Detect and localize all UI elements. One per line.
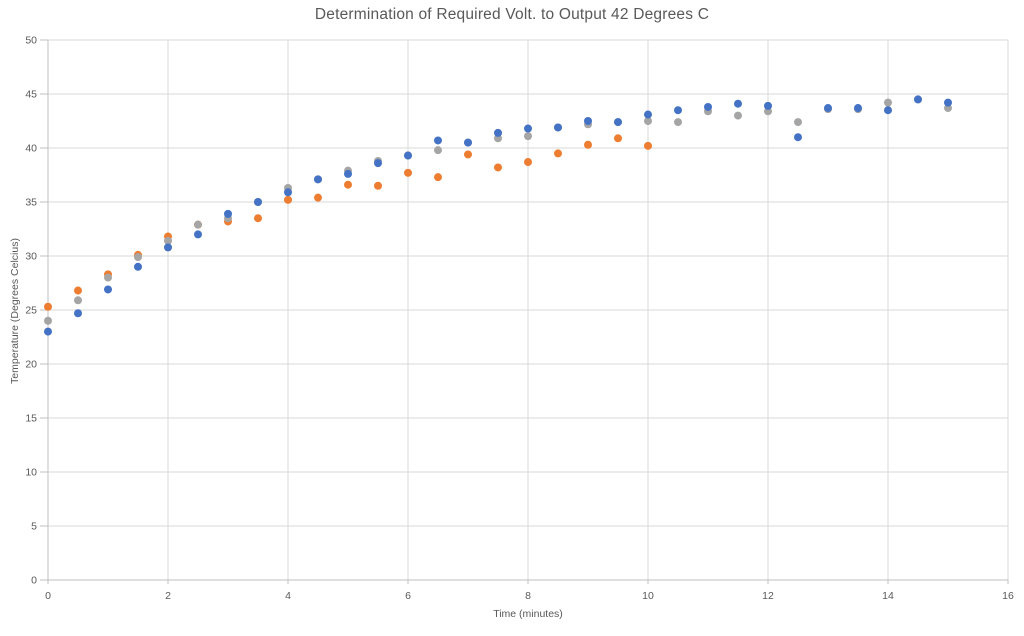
data-point-blue-series	[74, 309, 82, 318]
data-point-gray-series	[884, 98, 892, 107]
data-point-blue-series	[584, 117, 592, 125]
data-point-blue-series	[44, 327, 52, 336]
data-point-blue-series	[434, 136, 442, 145]
y-tick-label: 15	[25, 413, 37, 425]
x-tick-label: 2	[165, 590, 171, 602]
data-point-orange-series	[314, 193, 322, 202]
data-point-gray-series	[734, 111, 742, 120]
data-point-blue-series	[554, 123, 562, 132]
data-point-blue-series	[614, 118, 622, 127]
data-point-orange-series	[644, 141, 652, 150]
y-tick-label: 20	[25, 359, 37, 371]
x-tick-label: 6	[405, 590, 411, 602]
data-point-orange-series	[284, 195, 292, 204]
data-point-gray-series	[524, 132, 532, 141]
x-tick-label: 8	[525, 590, 531, 602]
y-tick-label: 25	[25, 305, 37, 317]
y-tick-label: 5	[31, 521, 37, 533]
data-point-blue-series	[134, 262, 142, 271]
data-point-gray-series	[434, 146, 442, 155]
data-point-blue-series	[374, 159, 382, 168]
data-point-orange-series	[554, 149, 562, 158]
chart-title: Determination of Required Volt. to Outpu…	[314, 6, 710, 23]
data-point-orange-series	[254, 214, 262, 223]
data-point-orange-series	[464, 150, 472, 159]
data-point-gray-series	[794, 118, 802, 127]
y-axis-title: Temperature (Degrees Celcius)	[9, 238, 21, 384]
data-point-orange-series	[374, 181, 382, 190]
data-point-orange-series	[44, 302, 52, 311]
y-tick-label: 45	[25, 89, 37, 101]
data-point-blue-series	[704, 102, 712, 111]
data-point-blue-series	[404, 151, 412, 160]
data-point-blue-series	[884, 106, 892, 115]
data-point-blue-series	[224, 209, 232, 218]
x-tick-label: 12	[762, 590, 774, 602]
data-point-blue-series	[764, 101, 772, 110]
x-tick-label: 16	[1002, 590, 1014, 602]
data-point-gray-series	[74, 296, 82, 305]
data-point-orange-series	[74, 286, 82, 295]
data-point-blue-series	[794, 133, 802, 142]
y-tick-label: 35	[25, 197, 37, 209]
x-tick-label: 14	[882, 590, 894, 602]
data-point-orange-series	[404, 168, 412, 177]
x-axis-title: Time (minutes)	[493, 608, 563, 620]
data-point-blue-series	[944, 98, 952, 107]
data-point-blue-series	[164, 243, 172, 252]
data-point-orange-series	[344, 180, 352, 189]
data-point-blue-series	[314, 175, 322, 184]
data-point-gray-series	[134, 253, 142, 262]
data-point-orange-series	[524, 158, 532, 167]
data-point-blue-series	[854, 104, 862, 113]
data-point-blue-series	[494, 128, 502, 137]
data-point-blue-series	[734, 99, 742, 108]
data-point-blue-series	[284, 188, 292, 197]
data-point-gray-series	[104, 273, 112, 282]
data-point-gray-series	[44, 316, 52, 325]
x-tick-label: 4	[285, 590, 291, 602]
y-tick-label: 40	[25, 143, 37, 155]
x-tick-label: 10	[642, 590, 654, 602]
data-point-orange-series	[614, 134, 622, 143]
data-point-blue-series	[254, 198, 262, 206]
x-tick-label: 0	[45, 590, 51, 602]
data-point-gray-series	[164, 236, 172, 245]
data-point-blue-series	[104, 285, 112, 294]
y-tick-label: 30	[25, 251, 37, 263]
y-tick-label: 10	[25, 467, 37, 479]
data-point-blue-series	[674, 106, 682, 115]
data-point-blue-series	[194, 230, 202, 239]
data-point-gray-series	[674, 118, 682, 127]
data-point-blue-series	[824, 104, 832, 113]
data-point-gray-series	[644, 117, 652, 125]
data-point-blue-series	[644, 110, 652, 119]
data-point-blue-series	[524, 124, 532, 133]
data-point-blue-series	[464, 138, 472, 147]
y-tick-label: 0	[31, 575, 37, 587]
data-point-orange-series	[584, 140, 592, 149]
y-tick-label: 50	[25, 35, 37, 47]
data-point-blue-series	[344, 169, 352, 178]
data-point-blue-series	[914, 95, 922, 104]
data-point-orange-series	[494, 163, 502, 172]
data-point-gray-series	[194, 220, 202, 229]
data-point-orange-series	[434, 173, 442, 182]
